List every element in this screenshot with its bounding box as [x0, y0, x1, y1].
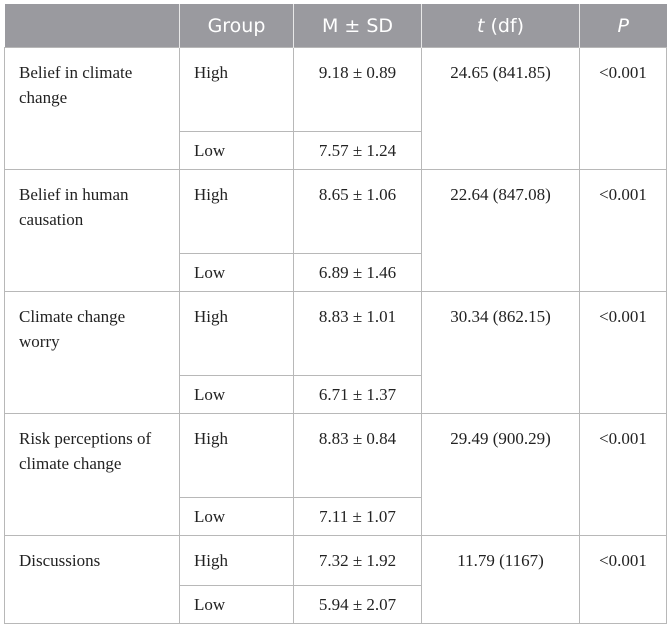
t-df-cell: 22.64 (847.08)	[421, 169, 580, 292]
group-cell: High	[179, 535, 294, 586]
mean-sd-cell: 8.83 ± 0.84	[293, 413, 422, 498]
header-group: Group	[179, 4, 294, 48]
results-table: Group M ± SD t (df) P Belief in climate …	[4, 4, 667, 624]
table-row: Low 7.57 ± 1.24	[5, 131, 667, 170]
group-cell: Low	[179, 375, 294, 414]
t-df-cell: 29.49 (900.29)	[421, 413, 580, 536]
variable-cell: Discussions	[4, 535, 180, 624]
group-cell: Low	[179, 131, 294, 170]
mean-sd-cell: 6.89 ± 1.46	[293, 253, 422, 292]
group-cell: High	[179, 291, 294, 376]
p-cell: <0.001	[579, 413, 667, 536]
mean-sd-cell: 7.32 ± 1.92	[293, 535, 422, 586]
variable-cell: Belief in human causation	[4, 169, 180, 292]
table-row: Low 6.89 ± 1.46	[5, 253, 667, 292]
table-row: Low 7.11 ± 1.07	[5, 497, 667, 536]
group-cell: High	[179, 413, 294, 498]
header-mean-sd: M ± SD	[293, 4, 422, 48]
p-cell: <0.001	[579, 291, 667, 414]
header-variable	[4, 4, 180, 48]
group-cell: Low	[179, 253, 294, 292]
table-row: Belief in climate change High 9.18 ± 0.8…	[4, 47, 667, 170]
variable-cell: Risk perceptions of climate change	[4, 413, 180, 536]
mean-sd-cell: 7.11 ± 1.07	[293, 497, 422, 536]
mean-sd-cell: 6.71 ± 1.37	[293, 375, 422, 414]
p-cell: <0.001	[579, 47, 667, 170]
group-cell: High	[179, 169, 294, 254]
header-p: P	[579, 4, 667, 48]
group-cell: Low	[179, 585, 294, 624]
table-row: Climate change worry High 8.83 ± 1.01 30…	[4, 291, 667, 414]
mean-sd-cell: 9.18 ± 0.89	[293, 47, 422, 132]
variable-cell: Climate change worry	[4, 291, 180, 414]
group-cell: High	[179, 47, 294, 132]
table-row: Low 6.71 ± 1.37	[5, 375, 667, 414]
t-df-cell: 30.34 (862.15)	[421, 291, 580, 414]
header-t-df: t (df)	[421, 4, 580, 48]
t-df-cell: 11.79 (1167)	[421, 535, 580, 624]
table-row: Discussions High 7.32 ± 1.92 11.79 (1167…	[4, 535, 667, 624]
mean-sd-cell: 7.57 ± 1.24	[293, 131, 422, 170]
table-row: Belief in human causation High 8.65 ± 1.…	[4, 169, 667, 292]
mean-sd-cell: 8.83 ± 1.01	[293, 291, 422, 376]
variable-cell: Belief in climate change	[4, 47, 180, 170]
t-df-cell: 24.65 (841.85)	[421, 47, 580, 170]
p-cell: <0.001	[579, 169, 667, 292]
p-cell: <0.001	[579, 535, 667, 624]
header-t-symbol: t	[476, 14, 485, 37]
table-row: Risk perceptions of climate change High …	[4, 413, 667, 536]
group-cell: Low	[179, 497, 294, 536]
header-df: (df)	[484, 14, 525, 37]
mean-sd-cell: 5.94 ± 2.07	[293, 585, 422, 624]
mean-sd-cell: 8.65 ± 1.06	[293, 169, 422, 254]
header-row: Group M ± SD t (df) P	[4, 4, 667, 48]
